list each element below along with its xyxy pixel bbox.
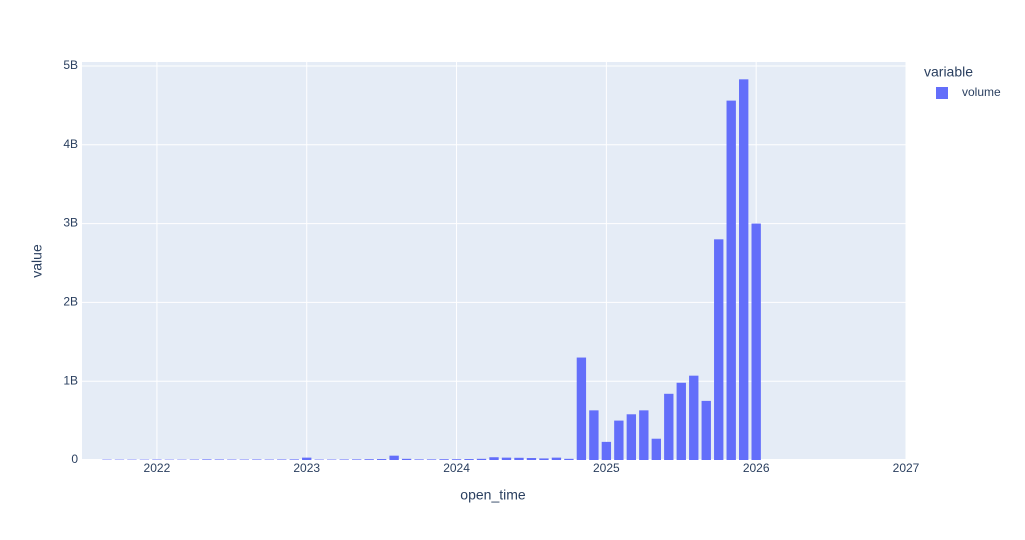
bar <box>202 459 212 460</box>
bar <box>277 459 287 460</box>
y-axis-title: value <box>29 244 45 278</box>
bar <box>689 375 699 460</box>
x-axis-title: open_time <box>460 487 526 503</box>
bar <box>376 459 387 460</box>
bar <box>451 459 462 460</box>
x-tick-label: 2023 <box>293 461 320 475</box>
bar <box>576 357 587 460</box>
legend-swatch <box>936 87 948 99</box>
bar <box>214 459 225 460</box>
y-tick-label: 5B <box>63 58 78 72</box>
bar <box>714 239 724 460</box>
plot-area <box>82 62 906 460</box>
bar <box>601 441 612 460</box>
bar <box>539 458 549 460</box>
legend-title: variable <box>924 64 973 80</box>
bar <box>676 382 686 460</box>
bar <box>364 459 374 460</box>
bar <box>564 458 574 460</box>
x-tick-label: 2026 <box>743 461 770 475</box>
bar <box>302 457 312 460</box>
bar <box>414 459 424 460</box>
bar <box>739 79 749 460</box>
bar <box>751 223 761 460</box>
y-tick-label: 3B <box>63 216 78 230</box>
bar <box>614 420 624 460</box>
bar <box>389 455 399 460</box>
bar <box>526 458 537 460</box>
bar <box>651 438 661 460</box>
y-tick-label: 0 <box>71 452 78 466</box>
bar <box>726 100 736 460</box>
bar <box>701 400 711 460</box>
bar <box>489 457 499 460</box>
bar <box>514 457 524 460</box>
bar <box>439 459 449 460</box>
x-tick-label: 2025 <box>593 461 620 475</box>
y-tick-label: 2B <box>63 295 78 309</box>
bar <box>252 459 262 460</box>
bar <box>639 410 649 460</box>
legend-label: volume <box>962 85 1001 99</box>
y-tick-label: 1B <box>63 373 78 387</box>
bar <box>351 459 362 460</box>
bar <box>339 459 349 460</box>
bar <box>464 459 474 460</box>
x-tick-label: 2027 <box>893 461 920 475</box>
bar <box>501 457 512 460</box>
bar <box>626 414 637 460</box>
x-tick-label: 2022 <box>144 461 171 475</box>
bar <box>426 459 437 460</box>
bar <box>476 458 487 460</box>
bar <box>401 458 412 460</box>
bar <box>551 457 562 460</box>
bar <box>664 393 674 460</box>
bar <box>589 410 599 460</box>
bar <box>289 459 299 460</box>
y-tick-label: 4B <box>63 137 78 151</box>
x-tick-label: 2024 <box>443 461 470 475</box>
